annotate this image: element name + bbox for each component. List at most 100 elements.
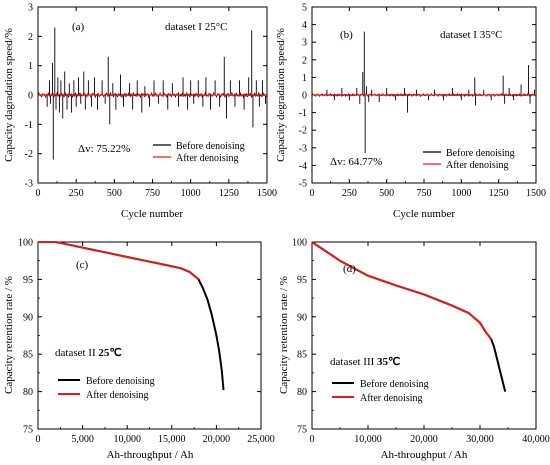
y-tick-label: 100: [292, 238, 307, 249]
series-before-line: [38, 241, 225, 391]
x-tick-label: 750: [417, 188, 432, 199]
y-tick-label: -4: [299, 161, 307, 172]
x-tick-label: 30,000: [466, 434, 494, 445]
y-tick-label: 1: [302, 73, 307, 84]
legend-label-after: After denoising: [86, 390, 149, 401]
x-tick-label: 0: [36, 188, 41, 199]
dataset-label: dataset I 35°C: [440, 29, 502, 41]
y-axis-label: Capacity dagradation speed/%: [3, 28, 15, 162]
x-tick-label: 5,000: [71, 434, 94, 445]
x-tick-label: 500: [379, 188, 394, 199]
dataset-temperature: 35℃: [377, 356, 400, 368]
y-tick-label: 2: [302, 55, 307, 66]
x-tick-label: 1500: [257, 188, 277, 199]
x-tick-label: 1000: [181, 188, 201, 199]
y-tick-label: 90: [297, 312, 307, 323]
dataset-annotation: dataset III 35℃: [330, 356, 400, 368]
y-tick-label: -2: [25, 149, 33, 160]
ticks: 0 5,000 10,000 15,000 20,000 25,000 75 80 85 90 95…: [18, 238, 275, 446]
x-tick-label: 250: [342, 188, 357, 199]
x-tick-label: 1250: [489, 188, 509, 199]
panel-b: 0 250 500 750 1000 1250 1500 -5 -4 -3 -2 -1 0 1 2 3 4 5 (…: [275, 3, 546, 221]
y-tick-label: -2: [299, 126, 307, 137]
x-tick-label: 20,000: [410, 434, 438, 445]
plot-frame: [37, 241, 262, 430]
x-tick-label: 0: [310, 188, 315, 199]
data-marks: [37, 27, 268, 160]
panel-c: 0 5,000 10,000 15,000 20,000 25,000 75 80 85 90 95…: [3, 238, 275, 462]
panel-label: (a): [72, 21, 85, 33]
y-tick-label: 1: [28, 61, 33, 72]
y-tick-label: 75: [23, 425, 33, 436]
legend-label-before: Before denoising: [86, 376, 155, 387]
x-tick-label: 250: [69, 188, 84, 199]
y-tick-label: -3: [299, 143, 307, 154]
x-tick-label: 1000: [451, 188, 471, 199]
series-after-line: [311, 241, 492, 340]
x-axis-label: Ah-throughput / Ah: [107, 449, 194, 461]
legend: Before denoising After denoising: [423, 148, 515, 171]
x-axis-label: Cycle number: [121, 208, 183, 220]
dataset-annotation: dataset II 25℃: [55, 347, 122, 359]
delta-annotation: Δv: 64.77%: [330, 156, 382, 168]
x-tick-label: 750: [145, 188, 160, 199]
legend-label-before: Before denoising: [176, 141, 245, 152]
y-axis-label: Capacity retention rate / %: [3, 276, 15, 394]
y-tick-label: 85: [23, 350, 33, 361]
y-tick-label: 5: [302, 3, 307, 14]
y-tick-label: 90: [23, 312, 33, 323]
y-tick-label: -1: [299, 108, 307, 119]
x-tick-label: 10,000: [354, 434, 382, 445]
y-tick-label: 95: [297, 275, 307, 286]
legend: Before denoising After denoising: [332, 379, 429, 404]
dataset-temperature: 25℃: [98, 347, 121, 359]
dataset-label: dataset I 25°C: [165, 21, 227, 33]
y-tick-label: 100: [18, 238, 33, 249]
series-after-line: [38, 241, 200, 281]
y-tick-label: -1: [25, 120, 33, 131]
x-tick-label: 0: [310, 434, 315, 445]
y-tick-label: 80: [297, 387, 307, 398]
legend-label-after: After denoising: [176, 153, 239, 164]
data-marks: [311, 241, 507, 392]
y-tick-label: -3: [25, 179, 33, 190]
y-axis-label: Capacity retention rate / %: [278, 276, 290, 394]
y-tick-label: 0: [28, 91, 33, 102]
x-tick-label: 10,000: [113, 434, 141, 445]
x-tick-label: 15,000: [158, 434, 186, 445]
delta-annotation: Δv: 75.22%: [78, 143, 130, 155]
x-tick-label: 500: [107, 188, 122, 199]
dataset-prefix: dataset III: [330, 356, 377, 368]
legend-label-before: Before denoising: [446, 148, 515, 159]
ticks: 0 250 500 750 1000 1250 1500 -3 -2 -1 0 1 2 3: [25, 3, 277, 200]
y-axis-label: Capacity degradation speed/%: [275, 28, 287, 162]
panel-a: 0 250 500 750 1000 1250 1500 -3 -2 -1 0 1 2 3 (a) dat…: [3, 3, 277, 221]
y-tick-label: -5: [299, 179, 307, 190]
ticks: 0 250 500 750 1000 1250 1500 -5 -4 -3 -2 -1 0 1 2 3 4 5: [299, 3, 546, 200]
panel-d: 0 10,000 20,000 30,000 40,000 75 80 85 90 95 100 (…: [278, 238, 550, 462]
y-tick-label: 95: [23, 275, 33, 286]
y-tick-label: 85: [297, 350, 307, 361]
x-tick-label: 25,000: [247, 434, 275, 445]
ticks: 0 10,000 20,000 30,000 40,000 75 80 85 90 95 100: [292, 238, 550, 446]
series-after-line: [311, 93, 537, 97]
y-tick-label: 3: [28, 3, 33, 14]
x-axis-label: Cycle number: [393, 208, 455, 220]
x-tick-label: 40,000: [522, 434, 550, 445]
y-tick-label: 3: [302, 38, 307, 49]
panel-label: (c): [76, 259, 89, 271]
series-before-line: [311, 241, 507, 392]
legend-label-after: After denoising: [360, 393, 423, 404]
y-tick-label: 75: [297, 425, 307, 436]
x-tick-label: 0: [36, 434, 41, 445]
legend-label-after: After denoising: [446, 160, 509, 171]
x-axis-label: Ah-throughput / Ah: [381, 449, 468, 461]
y-tick-label: 0: [302, 91, 307, 102]
x-tick-label: 1250: [219, 188, 239, 199]
data-marks: [311, 31, 537, 154]
legend: Before denoising After denoising: [58, 376, 155, 401]
y-tick-label: 80: [23, 387, 33, 398]
y-tick-label: 4: [302, 20, 307, 31]
y-tick-label: 2: [28, 32, 33, 43]
